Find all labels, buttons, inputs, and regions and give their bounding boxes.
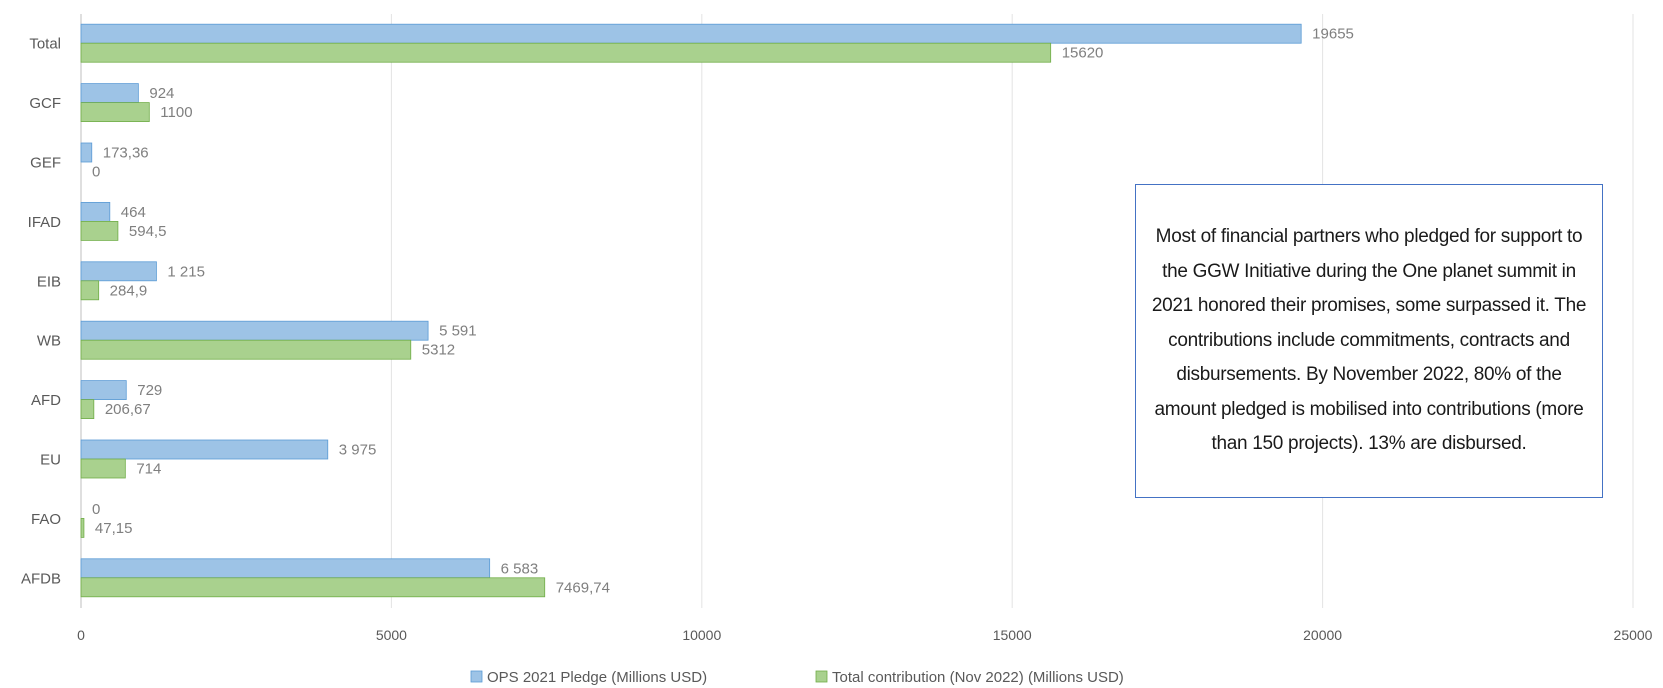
x-tick-label: 10000 bbox=[682, 627, 721, 643]
category-label: Total bbox=[29, 36, 61, 53]
contribution-data-label: 1100 bbox=[160, 104, 192, 121]
contribution-data-label: 284,9 bbox=[110, 282, 148, 299]
annotation-text: Most of financial partners who pledged f… bbox=[1151, 226, 1587, 455]
pledge-bar bbox=[80, 23, 1302, 44]
contribution-bar bbox=[80, 577, 546, 598]
pledge-bar bbox=[80, 83, 139, 103]
x-tick-label: 0 bbox=[77, 627, 85, 643]
legend: OPS 2021 Pledge (Millions USD) Total cont… bbox=[470, 669, 1124, 686]
contribution-bar bbox=[80, 102, 150, 122]
pledge-data-label: 6 583 bbox=[501, 560, 539, 577]
x-tick-labels: 0 5000 10000 15000 20000 25000 bbox=[77, 627, 1653, 643]
contribution-data-label: 0 bbox=[92, 164, 100, 181]
x-tick-label: 15000 bbox=[993, 627, 1032, 643]
x-tick-label: 5000 bbox=[376, 627, 407, 643]
legend-swatch bbox=[470, 670, 483, 683]
category-label: AFD bbox=[31, 392, 61, 409]
x-tick-label: 25000 bbox=[1614, 627, 1653, 643]
pledge-bar bbox=[80, 380, 127, 401]
pledge-bar bbox=[80, 558, 491, 579]
category-label: GEF bbox=[30, 155, 61, 172]
contribution-bar bbox=[80, 220, 119, 241]
pledge-data-label: 1 215 bbox=[167, 263, 205, 280]
pledge-data-label: 729 bbox=[137, 382, 162, 399]
bars bbox=[80, 23, 1302, 598]
category-label: FAO bbox=[31, 511, 61, 528]
pledge-bar bbox=[80, 142, 93, 163]
contribution-data-label: 15620 bbox=[1062, 45, 1104, 62]
pledge-data-label: 19655 bbox=[1312, 26, 1354, 43]
contribution-bar bbox=[80, 339, 412, 360]
contribution-data-label: 47,15 bbox=[95, 520, 133, 537]
contribution-data-label: 714 bbox=[136, 461, 161, 478]
category-labels: Total GCF GEF IFAD EIB WB AFD EU FAO AFDB bbox=[21, 36, 61, 588]
annotation-box: Most of financial partners who pledged f… bbox=[1135, 184, 1603, 498]
contribution-bar bbox=[80, 42, 1052, 63]
pledge-data-label: 173,36 bbox=[103, 145, 149, 162]
contribution-data-label: 5312 bbox=[422, 342, 455, 359]
category-label: EIB bbox=[37, 273, 61, 290]
contribution-data-label: 7469,74 bbox=[556, 579, 610, 596]
pledge-bar bbox=[80, 261, 157, 282]
x-tick-label: 20000 bbox=[1303, 627, 1342, 643]
category-label: EU bbox=[40, 452, 61, 469]
category-label: WB bbox=[37, 333, 61, 350]
category-label: AFDB bbox=[21, 570, 61, 587]
contribution-bar bbox=[80, 399, 95, 420]
contribution-bar bbox=[80, 280, 100, 301]
pledge-data-label: 924 bbox=[149, 85, 174, 102]
category-label: GCF bbox=[29, 95, 61, 112]
contribution-bar bbox=[80, 458, 126, 479]
pledge-data-label: 0 bbox=[92, 501, 100, 518]
legend-label: OPS 2021 Pledge (Millions USD) bbox=[487, 669, 707, 686]
pledge-bar bbox=[80, 201, 111, 222]
pledge-bar bbox=[80, 439, 329, 460]
legend-swatch bbox=[815, 670, 828, 683]
category-label: IFAD bbox=[28, 214, 62, 231]
pledge-data-label: 3 975 bbox=[339, 442, 377, 459]
pledge-data-label: 5 591 bbox=[439, 323, 477, 340]
pledge-data-label: 464 bbox=[121, 204, 146, 221]
pledge-bar bbox=[80, 320, 429, 341]
contribution-data-label: 594,5 bbox=[129, 223, 167, 240]
legend-label: Total contribution (Nov 2022) (Millions … bbox=[832, 669, 1124, 686]
contribution-bar bbox=[80, 518, 85, 538]
contribution-data-label: 206,67 bbox=[105, 401, 151, 418]
